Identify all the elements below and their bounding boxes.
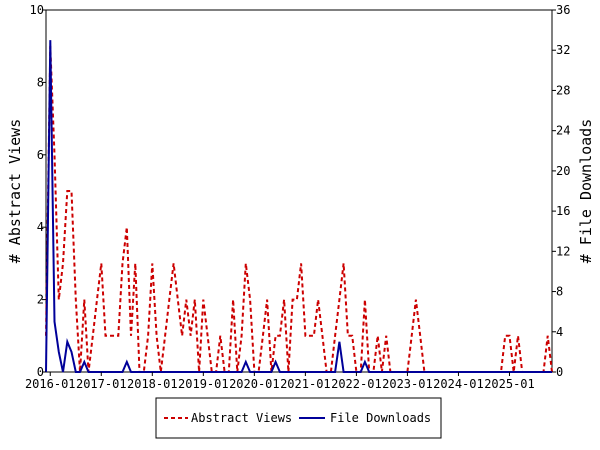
y-right-tick-label: 12 [556,244,570,258]
y-axis-left-title: # Abstract Views [6,119,24,264]
y-right-tick-label: 20 [556,164,570,178]
plot-area [45,9,553,373]
y-right-tick-label: 16 [556,204,570,218]
x-tick-label: 2022-01 [331,377,382,391]
y-axis-right: 0 4 8 12 16 20 24 28 32 36 [552,3,570,379]
x-tick-label: 2021-01 [280,377,331,391]
y-left-tick-label: 10 [30,3,44,17]
x-tick-label: 2024-01 [433,377,484,391]
x-tick-label: 2020-01 [229,377,280,391]
series-line-file-downloads [45,40,552,373]
x-tick-label: 2025-01 [484,377,535,391]
x-axis: 2016-01 2017-01 2018-01 2019-01 2020-01 2021-… [25,372,535,391]
y-axis-right-title: # File Downloads [577,119,595,264]
y-right-tick-label: 28 [556,83,570,97]
x-tick-label: 2018-01 [127,377,178,391]
y-left-tick-label: 2 [37,293,44,307]
x-tick-label: 2016-01 [25,377,76,391]
y-left-tick-label: 6 [37,148,44,162]
x-tick-label: 2019-01 [178,377,229,391]
y-left-tick-label: 8 [37,75,44,89]
y-right-tick-label: 0 [556,365,563,379]
y-right-tick-label: 24 [556,124,570,138]
x-tick-label: 2023-01 [382,377,433,391]
y-right-tick-label: 36 [556,3,570,17]
legend-label-file-downloads: File Downloads [330,411,431,425]
y-axis-left: 0 2 4 6 8 10 [30,3,46,379]
legend-label-abstract-views: Abstract Views [191,411,292,425]
y-right-tick-label: 8 [556,285,563,299]
series-layer [45,40,553,373]
legend-box [155,397,442,439]
series-line-abstract-views [45,46,553,373]
y-right-tick-label: 4 [556,325,563,339]
y-left-tick-label: 0 [37,365,44,379]
x-tick-label: 2017-01 [76,377,127,391]
y-left-tick-label: 4 [37,220,44,234]
y-right-tick-label: 32 [556,43,570,57]
legend: Abstract Views File Downloads [155,397,442,439]
